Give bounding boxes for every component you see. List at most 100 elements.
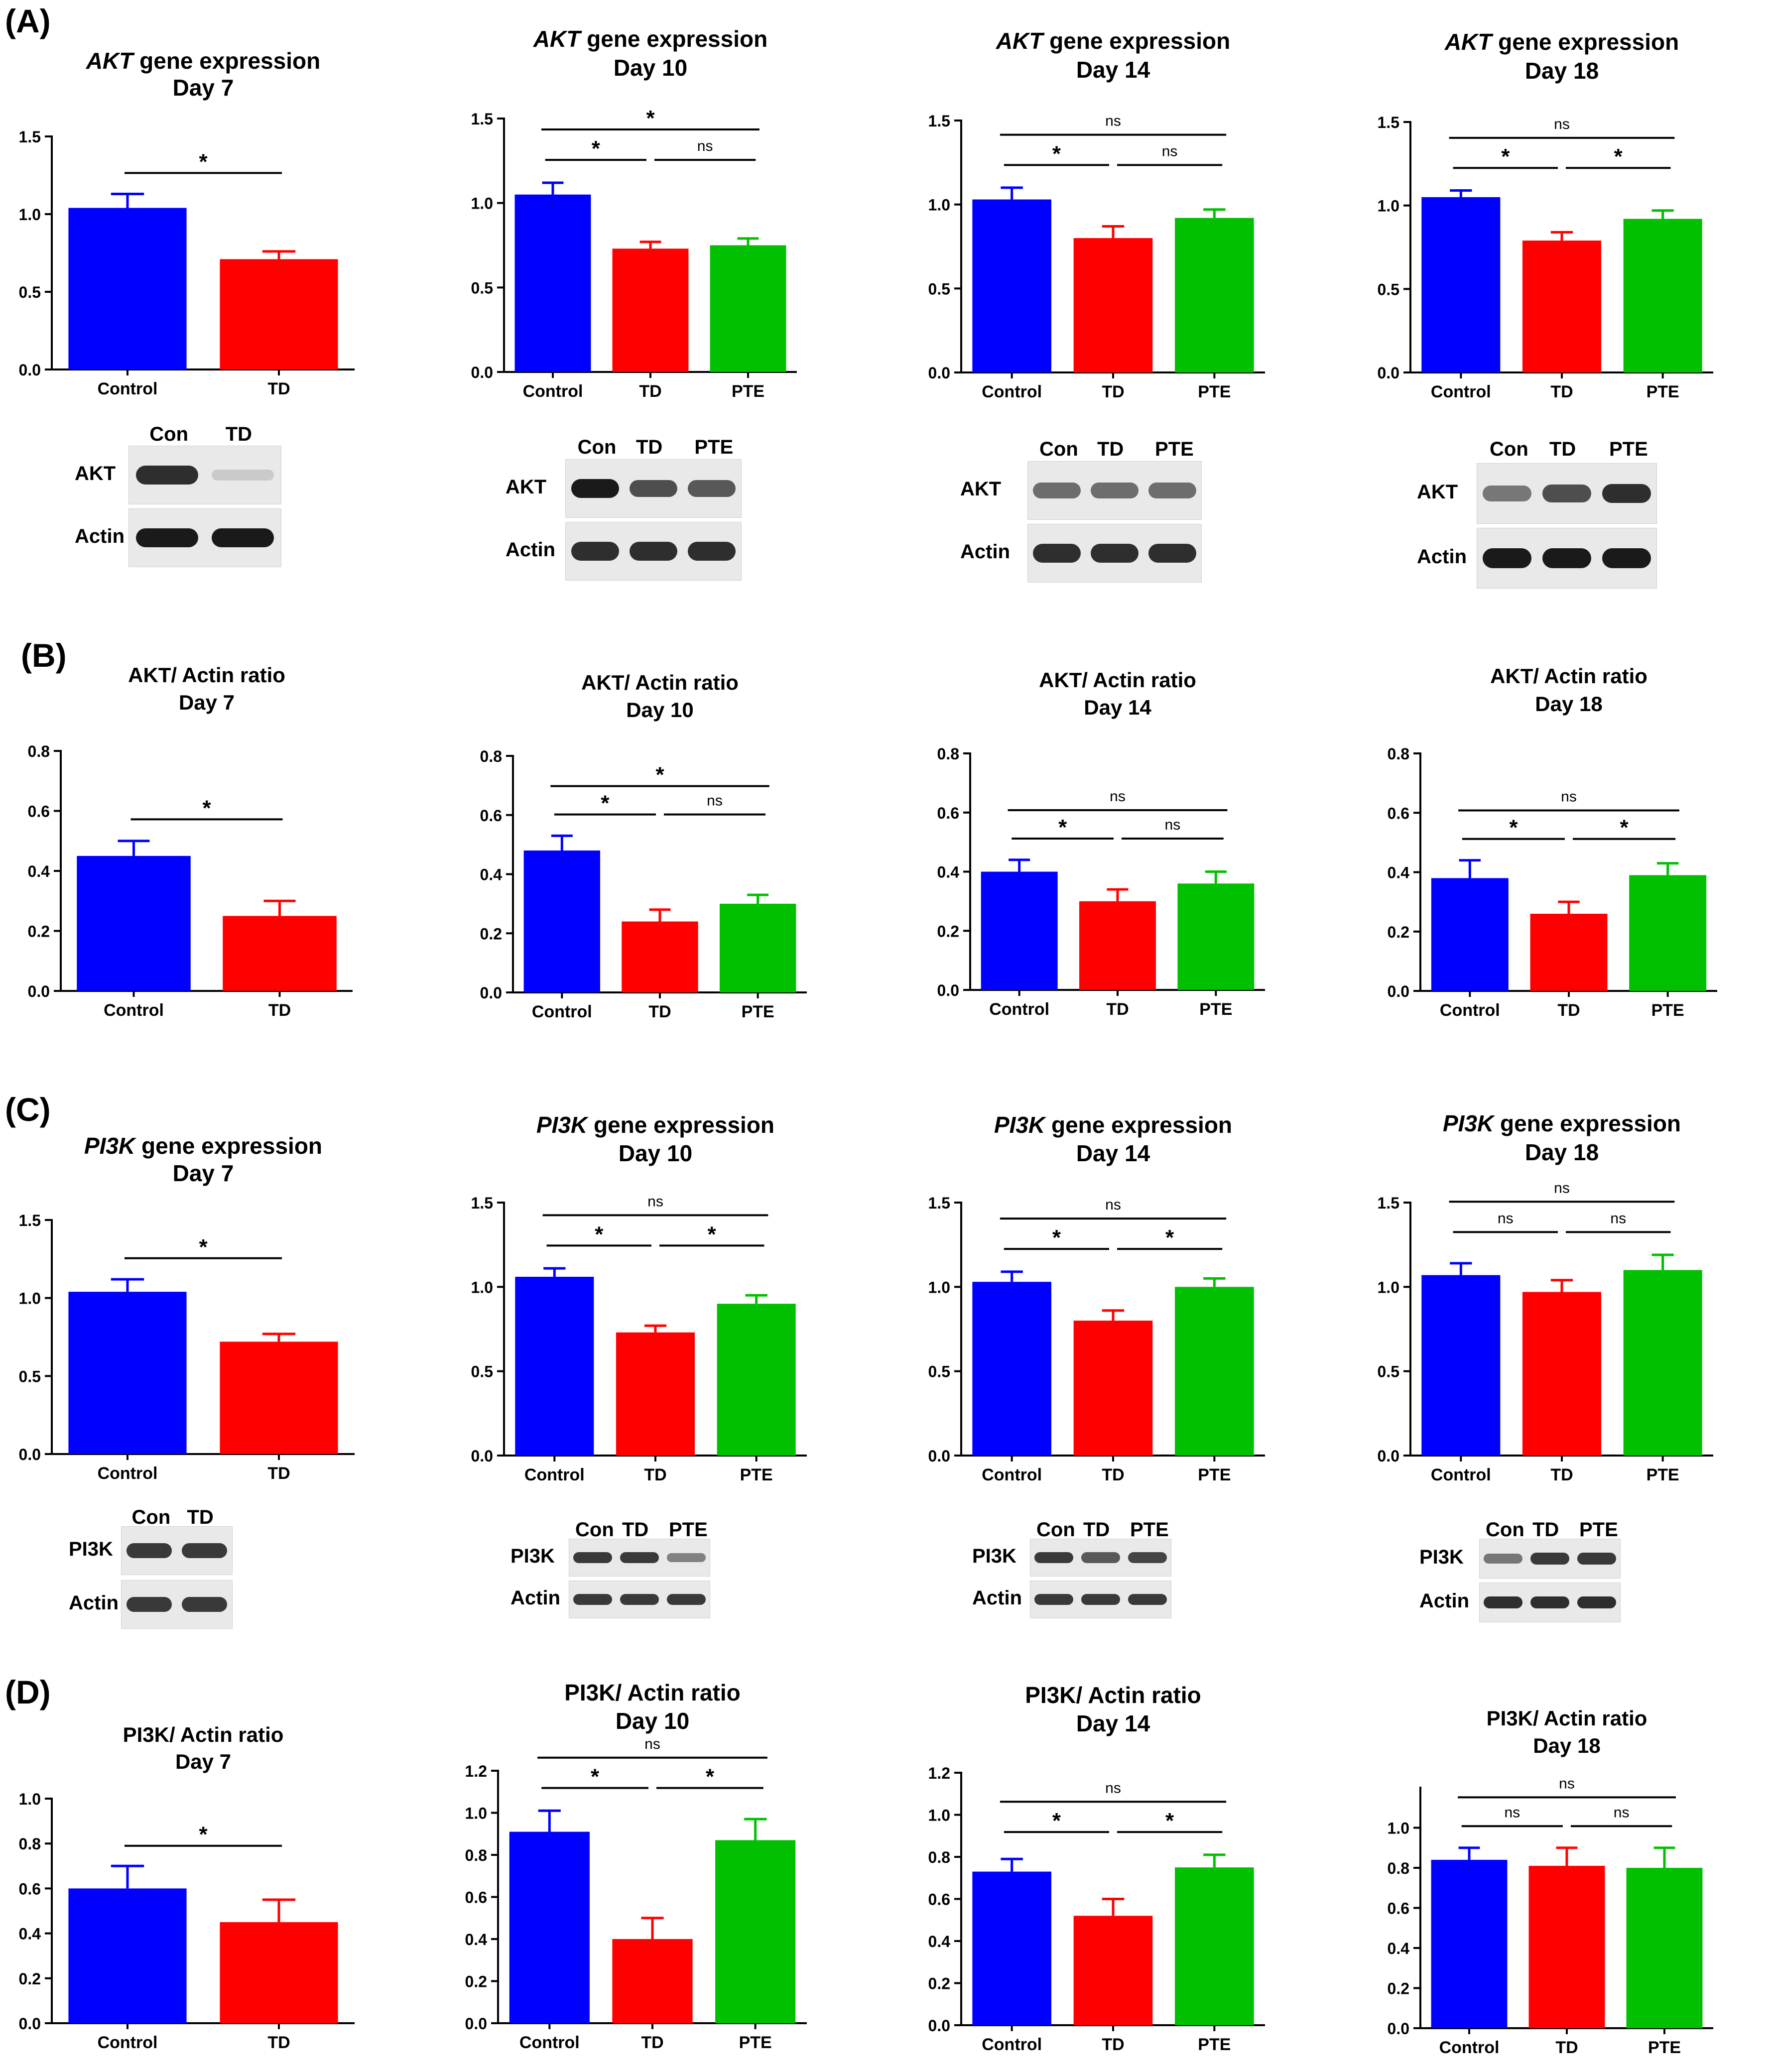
- blot-strip: [569, 1539, 710, 1577]
- blot-band: [1530, 1552, 1569, 1565]
- blot-band: [126, 1597, 172, 1612]
- significance-label: ns: [1165, 817, 1181, 833]
- x-tick-label: Control: [989, 1000, 1049, 1019]
- chart-title: PI3K/ Actin ratio: [1025, 1682, 1201, 1708]
- bar-pte: [715, 1840, 796, 2023]
- chart-title: PI3K gene expression: [994, 1112, 1232, 1138]
- blot-lane-label: PTE: [1579, 1519, 1618, 1541]
- y-tick-label: 1.5: [1378, 1194, 1399, 1212]
- bar-pte: [1626, 1868, 1703, 2028]
- x-tick-label: Control: [98, 2033, 158, 2052]
- x-tick-label: TD: [1550, 382, 1573, 401]
- y-tick-label: 0.0: [480, 984, 502, 1002]
- significance-label: *: [1165, 1809, 1174, 1833]
- blot-band: [573, 1552, 612, 1564]
- bar-td: [616, 1332, 695, 1456]
- significance-label: *: [199, 1235, 208, 1259]
- significance-label: *: [1052, 1225, 1061, 1250]
- significance-label: ns: [647, 1193, 663, 1210]
- blot-row-label: Actin: [506, 539, 555, 561]
- bar-pte: [1175, 1287, 1254, 1456]
- chart-subtitle: Day 7: [173, 1160, 234, 1186]
- y-tick-label: 0.4: [1388, 1940, 1410, 1957]
- x-tick-label: TD: [268, 1001, 291, 1020]
- y-tick-label: 1.2: [465, 1762, 487, 1780]
- y-tick-label: 0.4: [28, 862, 50, 880]
- significance-label: *: [1509, 816, 1518, 840]
- bar-pte: [1175, 218, 1254, 372]
- chart-title: AKT gene expression: [996, 28, 1230, 54]
- y-tick-label: 0.4: [465, 1931, 488, 1949]
- blot-strip: [121, 1580, 233, 1629]
- blot-lane-label: PTE: [1609, 438, 1648, 460]
- panel-letter-b: (B): [21, 637, 67, 674]
- y-tick-label: 0.0: [19, 1446, 41, 1463]
- chart-subtitle: Day 7: [179, 691, 235, 714]
- blot-lane-label: Con: [131, 1506, 171, 1528]
- x-tick-label: Control: [523, 382, 583, 401]
- chart-title: AKT gene expression: [86, 48, 320, 74]
- blot-band: [620, 1552, 659, 1564]
- significance-label: *: [601, 791, 610, 816]
- y-tick-label: 0.2: [1388, 923, 1409, 941]
- blot-band: [1484, 1553, 1522, 1564]
- chart-subtitle: Day 14: [1076, 57, 1150, 83]
- y-tick-label: 0.0: [471, 1447, 493, 1465]
- y-tick-label: 1.0: [471, 195, 493, 213]
- x-tick-label: Control: [982, 382, 1042, 401]
- y-tick-label: 1.2: [928, 1764, 950, 1782]
- y-tick-label: 0.0: [471, 364, 493, 381]
- blot-band: [1482, 486, 1532, 501]
- significance-label: ns: [1554, 116, 1570, 132]
- blot-lane-label: TD: [622, 1519, 649, 1541]
- blot-band: [1148, 483, 1196, 498]
- y-tick-label: 1.0: [928, 1807, 950, 1825]
- chart-title-gene: PI3K: [1443, 1110, 1495, 1136]
- y-tick-label: 0.8: [28, 742, 50, 760]
- x-tick-label: PTE: [1198, 382, 1231, 401]
- panel-letter-c: (C): [5, 1091, 51, 1128]
- blot-band: [573, 1593, 612, 1605]
- y-tick-label: 1.5: [471, 110, 493, 128]
- blot-row-label: AKT: [506, 476, 547, 498]
- chart-title-text: gene expression: [1045, 1112, 1232, 1138]
- blot-band: [688, 542, 736, 561]
- blot-strip: [565, 522, 742, 581]
- y-tick-label: 0.4: [1388, 864, 1410, 882]
- bar-pte: [1177, 883, 1255, 990]
- significance-label: *: [1614, 144, 1623, 169]
- x-tick-label: PTE: [739, 2033, 772, 2052]
- bar-td: [220, 1922, 338, 2023]
- y-tick-label: 1.0: [19, 206, 41, 224]
- y-tick-label: 0.2: [937, 922, 959, 940]
- blot-lane-label: PTE: [1155, 438, 1194, 460]
- x-tick-label: Control: [1431, 382, 1491, 401]
- significance-label: ns: [707, 793, 723, 809]
- y-tick-label: 1.0: [928, 196, 950, 214]
- y-tick-label: 0.2: [480, 925, 502, 943]
- x-tick-label: PTE: [1199, 1000, 1232, 1019]
- blot-band: [1091, 483, 1139, 498]
- bar-td: [1073, 1321, 1153, 1456]
- blot-band: [1602, 548, 1651, 569]
- significance-label: *: [595, 1222, 604, 1246]
- chart-title-text: gene expression: [1494, 1110, 1681, 1136]
- y-tick-label: 0.8: [937, 745, 959, 763]
- chart-subtitle: Day 7: [175, 1750, 231, 1773]
- chart-title-text: gene expression: [1043, 28, 1230, 54]
- blot-lane-label: PTE: [694, 436, 734, 458]
- significance-label: ns: [1614, 1804, 1630, 1821]
- y-tick-label: 0.6: [28, 803, 50, 821]
- blot-band: [1091, 544, 1139, 563]
- x-tick-label: Control: [982, 2035, 1042, 2054]
- significance-label: *: [1052, 1809, 1061, 1833]
- blot-band: [667, 1593, 706, 1605]
- y-tick-label: 1.5: [1378, 114, 1399, 131]
- y-tick-label: 0.0: [928, 1447, 950, 1465]
- y-tick-label: 0.5: [1378, 280, 1399, 298]
- bar-td: [220, 259, 338, 369]
- y-tick-label: 0.6: [1388, 804, 1409, 822]
- blot-band: [571, 542, 619, 561]
- blot-strip: [121, 1526, 233, 1575]
- y-tick-label: 0.5: [19, 283, 41, 301]
